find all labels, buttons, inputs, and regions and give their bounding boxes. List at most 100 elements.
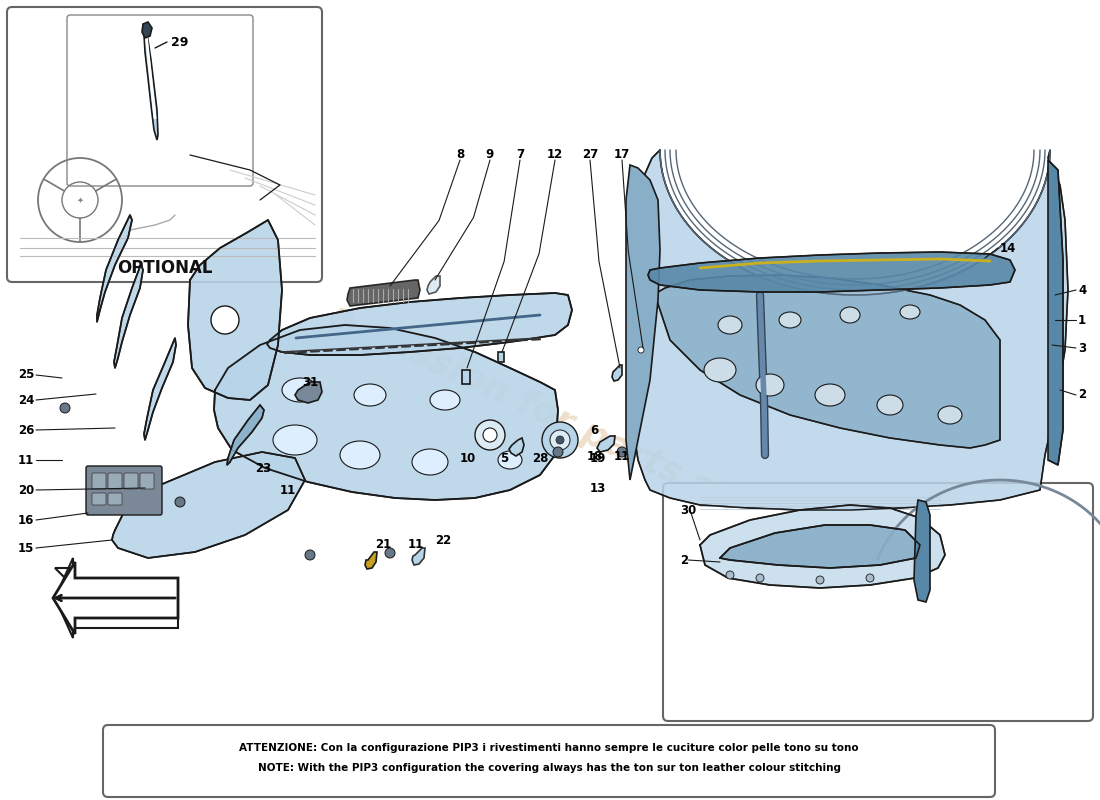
Polygon shape: [635, 342, 648, 360]
Text: 27: 27: [582, 149, 598, 162]
Circle shape: [475, 420, 505, 450]
Text: 22: 22: [434, 534, 451, 546]
FancyBboxPatch shape: [663, 483, 1093, 721]
FancyBboxPatch shape: [140, 473, 154, 489]
Polygon shape: [427, 276, 440, 294]
Circle shape: [553, 447, 563, 457]
Circle shape: [638, 347, 644, 353]
Text: 7: 7: [516, 149, 524, 162]
Circle shape: [726, 571, 734, 579]
Text: 30: 30: [680, 503, 696, 517]
Text: 15: 15: [18, 542, 34, 554]
Ellipse shape: [704, 358, 736, 382]
Polygon shape: [720, 525, 920, 568]
Text: 17: 17: [614, 149, 630, 162]
Polygon shape: [97, 215, 132, 322]
Text: 29: 29: [172, 35, 189, 49]
Circle shape: [483, 428, 497, 442]
FancyBboxPatch shape: [108, 493, 122, 505]
FancyBboxPatch shape: [103, 725, 996, 797]
FancyBboxPatch shape: [108, 473, 122, 489]
Text: NOTE: With the PIP3 configuration the covering always has the ton sur ton leathe: NOTE: With the PIP3 configuration the co…: [257, 763, 840, 773]
Ellipse shape: [476, 425, 504, 445]
Ellipse shape: [282, 378, 318, 402]
Text: 23: 23: [255, 462, 272, 474]
Text: 9: 9: [486, 149, 494, 162]
Text: 14: 14: [1000, 242, 1016, 254]
Text: a passion for parts store: a passion for parts store: [326, 298, 795, 542]
Text: 2: 2: [680, 554, 689, 566]
Text: 11: 11: [18, 454, 34, 466]
Circle shape: [556, 436, 564, 444]
Polygon shape: [144, 25, 158, 140]
Polygon shape: [597, 436, 615, 452]
Text: 2: 2: [1078, 389, 1086, 402]
Circle shape: [550, 430, 570, 450]
Circle shape: [542, 422, 578, 458]
Polygon shape: [412, 548, 425, 565]
Text: 26: 26: [18, 423, 34, 437]
Text: 1: 1: [1078, 314, 1086, 326]
Text: 6: 6: [590, 423, 598, 437]
Polygon shape: [365, 552, 377, 569]
Ellipse shape: [718, 316, 743, 334]
FancyBboxPatch shape: [92, 493, 106, 505]
Polygon shape: [612, 365, 621, 381]
Polygon shape: [144, 338, 176, 440]
Polygon shape: [53, 562, 178, 634]
Polygon shape: [1048, 160, 1063, 465]
Ellipse shape: [273, 425, 317, 455]
Ellipse shape: [938, 406, 962, 424]
Ellipse shape: [756, 374, 784, 396]
Text: 18: 18: [586, 450, 603, 462]
Polygon shape: [648, 252, 1015, 292]
Polygon shape: [654, 275, 1000, 448]
Circle shape: [211, 306, 239, 334]
Polygon shape: [227, 405, 264, 465]
FancyBboxPatch shape: [124, 473, 138, 489]
Text: 4: 4: [1078, 283, 1087, 297]
Text: 28: 28: [531, 451, 548, 465]
Polygon shape: [626, 165, 660, 480]
Text: 3: 3: [1078, 342, 1086, 354]
Circle shape: [866, 574, 874, 582]
Text: 5: 5: [499, 451, 508, 465]
Ellipse shape: [354, 384, 386, 406]
Ellipse shape: [900, 305, 920, 319]
Circle shape: [756, 574, 764, 582]
Text: 8: 8: [455, 149, 464, 162]
Polygon shape: [55, 558, 178, 638]
Ellipse shape: [877, 395, 903, 415]
Text: OPTIONAL: OPTIONAL: [118, 259, 212, 277]
Ellipse shape: [498, 451, 522, 469]
Text: 24: 24: [18, 394, 34, 406]
FancyBboxPatch shape: [67, 15, 253, 186]
Text: 11: 11: [614, 450, 630, 462]
Polygon shape: [509, 438, 524, 456]
Text: 16: 16: [18, 514, 34, 526]
Text: 19: 19: [590, 451, 606, 465]
Ellipse shape: [840, 307, 860, 323]
Text: ATTENZIONE: Con la configurazione PIP3 i rivestimenti hanno sempre le cuciture c: ATTENZIONE: Con la configurazione PIP3 i…: [239, 743, 859, 753]
Text: 21: 21: [375, 538, 392, 551]
Polygon shape: [700, 505, 945, 588]
Text: 11: 11: [408, 538, 425, 551]
Polygon shape: [346, 280, 420, 306]
Text: 11: 11: [280, 483, 296, 497]
Ellipse shape: [430, 390, 460, 410]
FancyBboxPatch shape: [7, 7, 322, 282]
Polygon shape: [267, 293, 572, 355]
Text: 13: 13: [590, 482, 606, 494]
Text: 12: 12: [547, 149, 563, 162]
Ellipse shape: [340, 441, 379, 469]
Text: 10: 10: [460, 451, 476, 465]
Polygon shape: [914, 500, 929, 602]
Text: 25: 25: [18, 369, 34, 382]
Polygon shape: [295, 382, 322, 403]
Polygon shape: [142, 22, 152, 38]
Circle shape: [60, 403, 70, 413]
FancyBboxPatch shape: [92, 473, 106, 489]
Circle shape: [175, 497, 185, 507]
Polygon shape: [628, 150, 1068, 510]
FancyBboxPatch shape: [86, 466, 162, 515]
